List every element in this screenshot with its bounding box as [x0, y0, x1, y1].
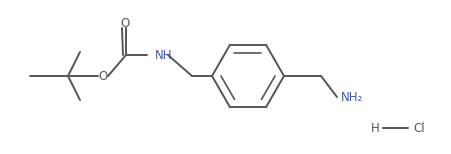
Text: O: O [120, 16, 129, 30]
Text: NH₂: NH₂ [340, 91, 363, 103]
Text: Cl: Cl [412, 122, 423, 134]
Text: NH: NH [155, 49, 172, 61]
Text: O: O [98, 69, 107, 83]
Text: H: H [370, 122, 378, 134]
